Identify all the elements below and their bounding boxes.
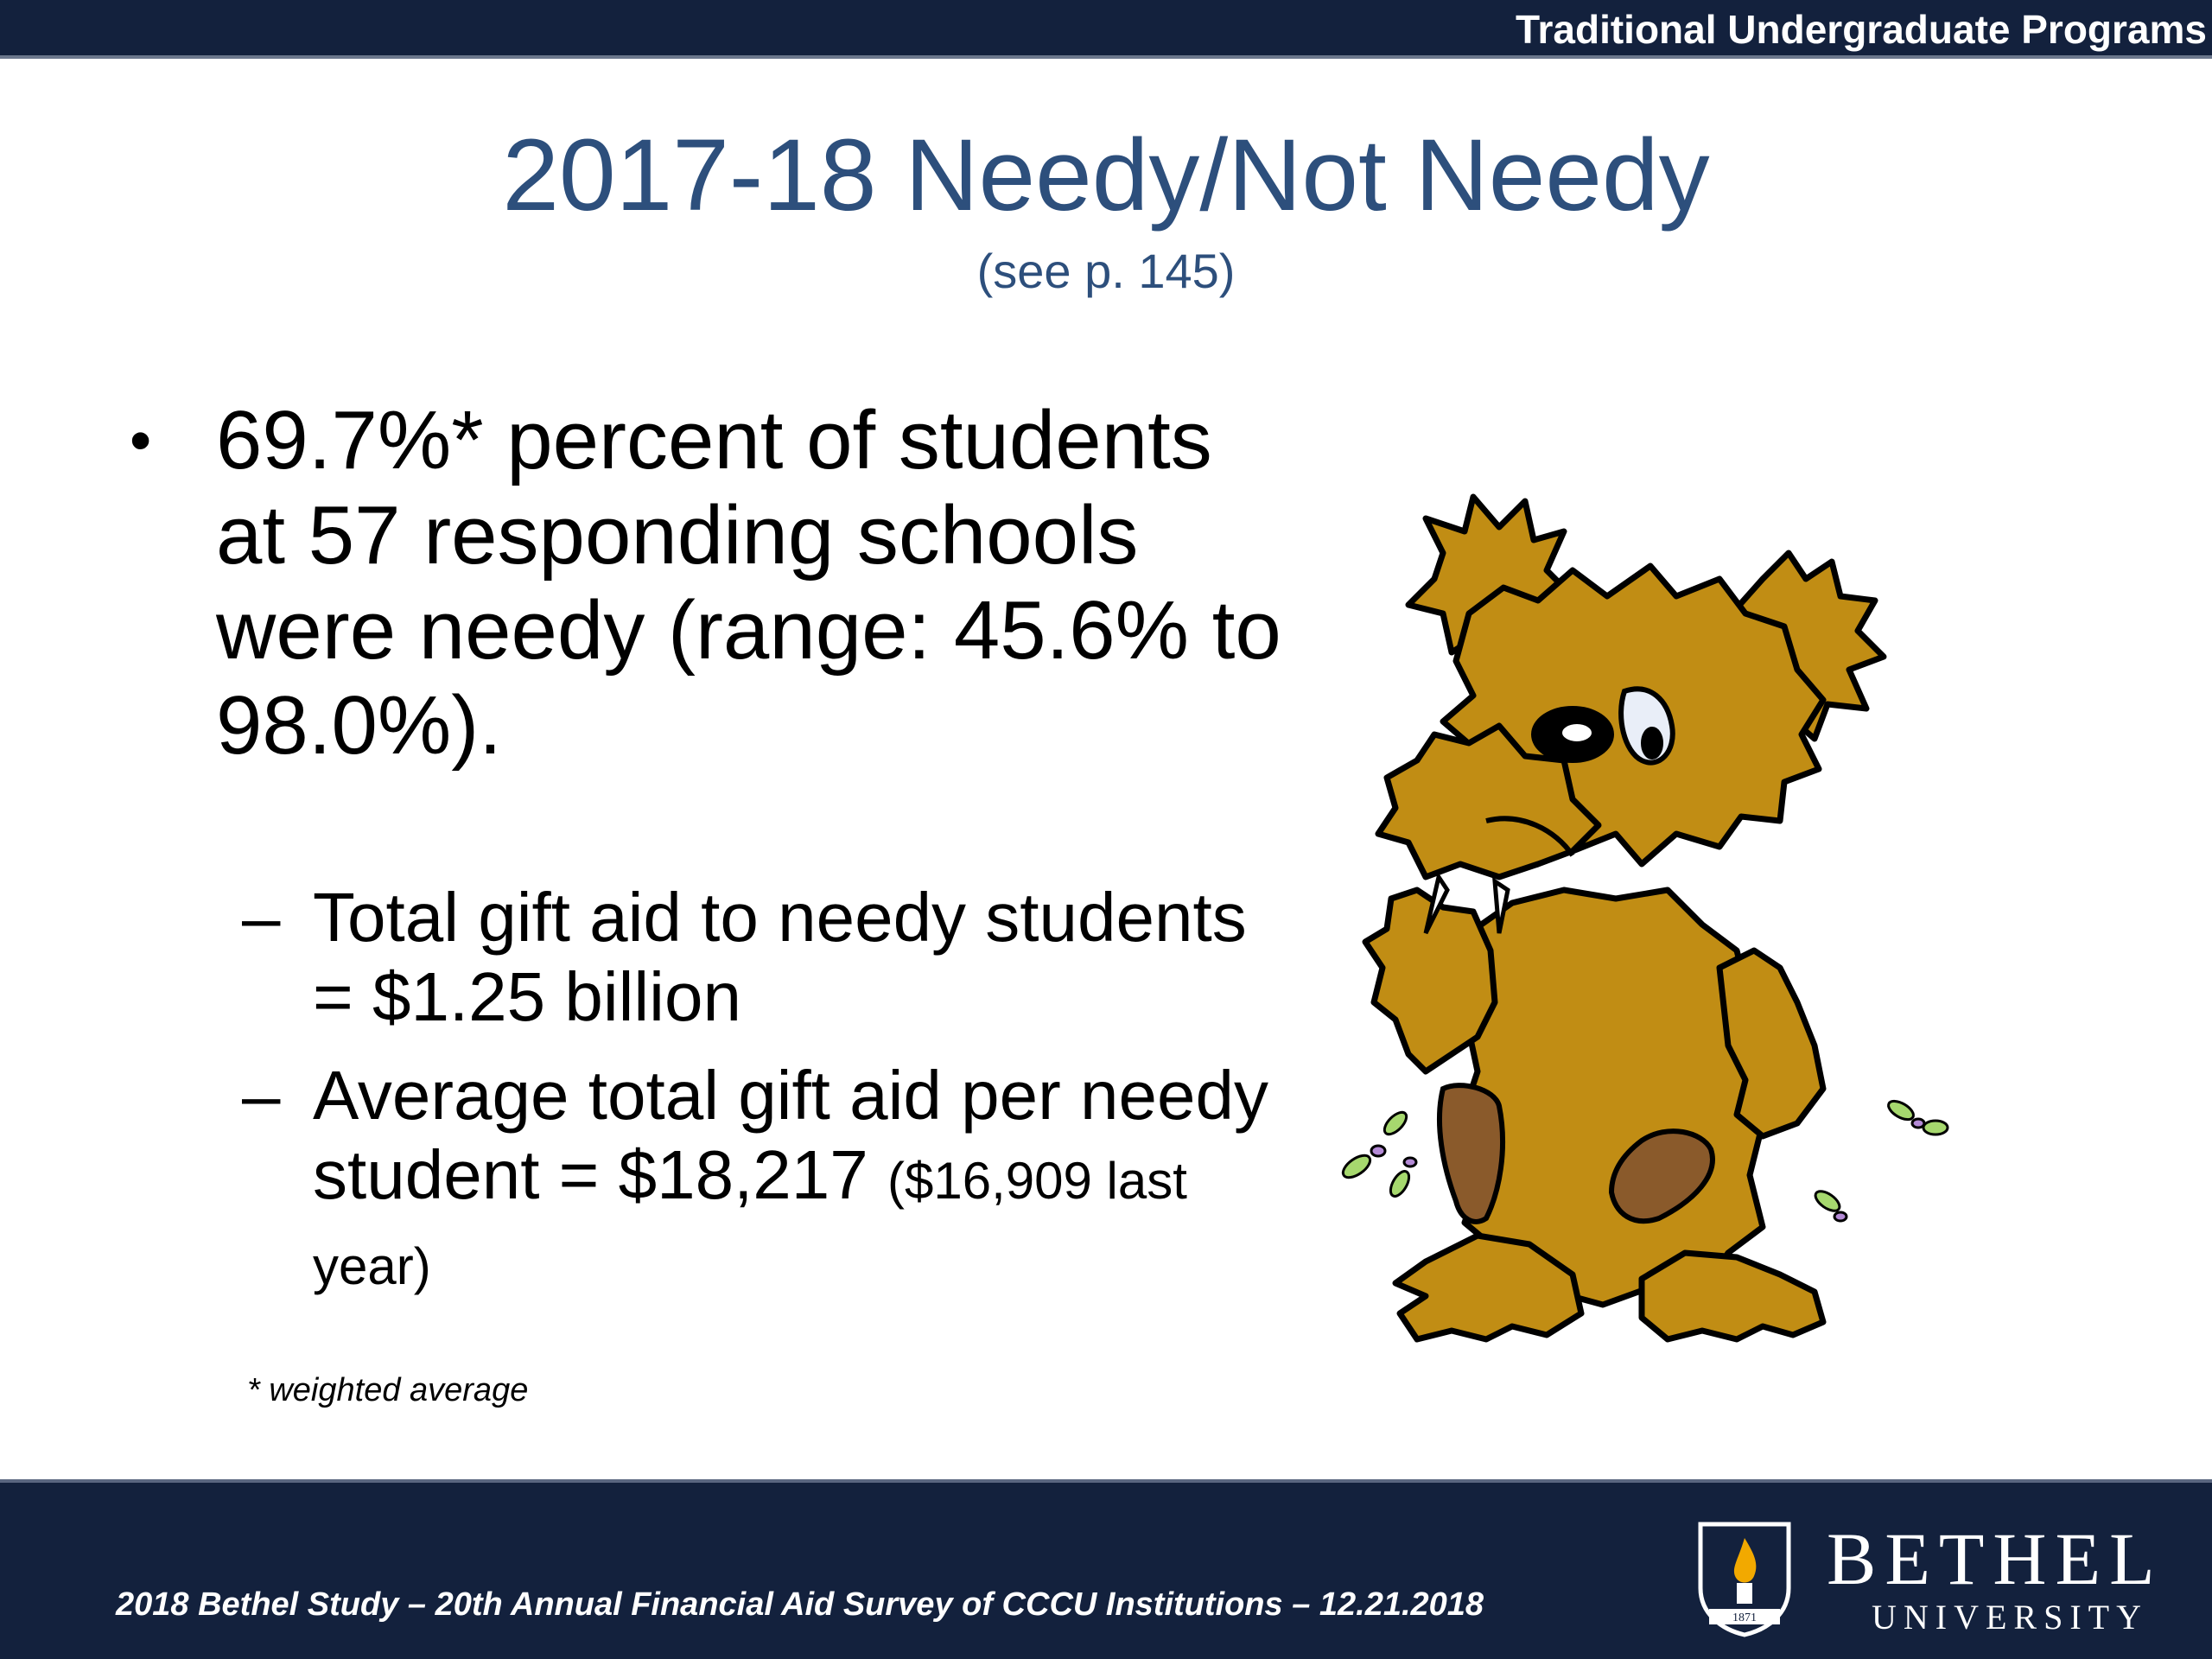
program-label: Traditional Undergraduate Programs: [1515, 7, 2207, 52]
footnote: * weighted average: [247, 1372, 529, 1408]
logo-year: 1871: [1732, 1611, 1757, 1624]
sub-bullet-text: Average total gift aid per needy student…: [313, 1057, 1268, 1213]
slide-subtitle: (see p. 145): [976, 244, 1236, 298]
main-bullet-text: 69.7%* percent of students at 57 respond…: [216, 394, 1281, 772]
sub-bullet-marker: –: [242, 879, 281, 956]
header-bar: Traditional Undergraduate Programs: [0, 0, 2212, 59]
sub-bullet-text-wrap: Average total gift aid per needy student…: [313, 1056, 1281, 1306]
flame-shield-icon: 1871: [1698, 1522, 1791, 1637]
last-year-note: ($16,909 last year): [313, 1152, 1187, 1295]
footer-citation: 2018 Bethel Study – 20th Annual Financia…: [116, 1586, 1484, 1623]
slide-title: 2017-18 Needy/Not Needy: [502, 118, 1710, 232]
sub-bullet-marker: –: [242, 1057, 281, 1134]
logo-subtitle: UNIVERSITY: [1872, 1598, 2148, 1637]
sub-bullet-text: Total gift aid to needy students = $1.25…: [313, 879, 1247, 1035]
footer-bar: 2018 Bethel Study – 20th Annual Financia…: [0, 1479, 2212, 1659]
logo-name: BETHEL: [1827, 1517, 2164, 1600]
bullet-marker: •: [130, 406, 152, 475]
empty-pockets-bear-icon: [1341, 493, 1949, 1343]
